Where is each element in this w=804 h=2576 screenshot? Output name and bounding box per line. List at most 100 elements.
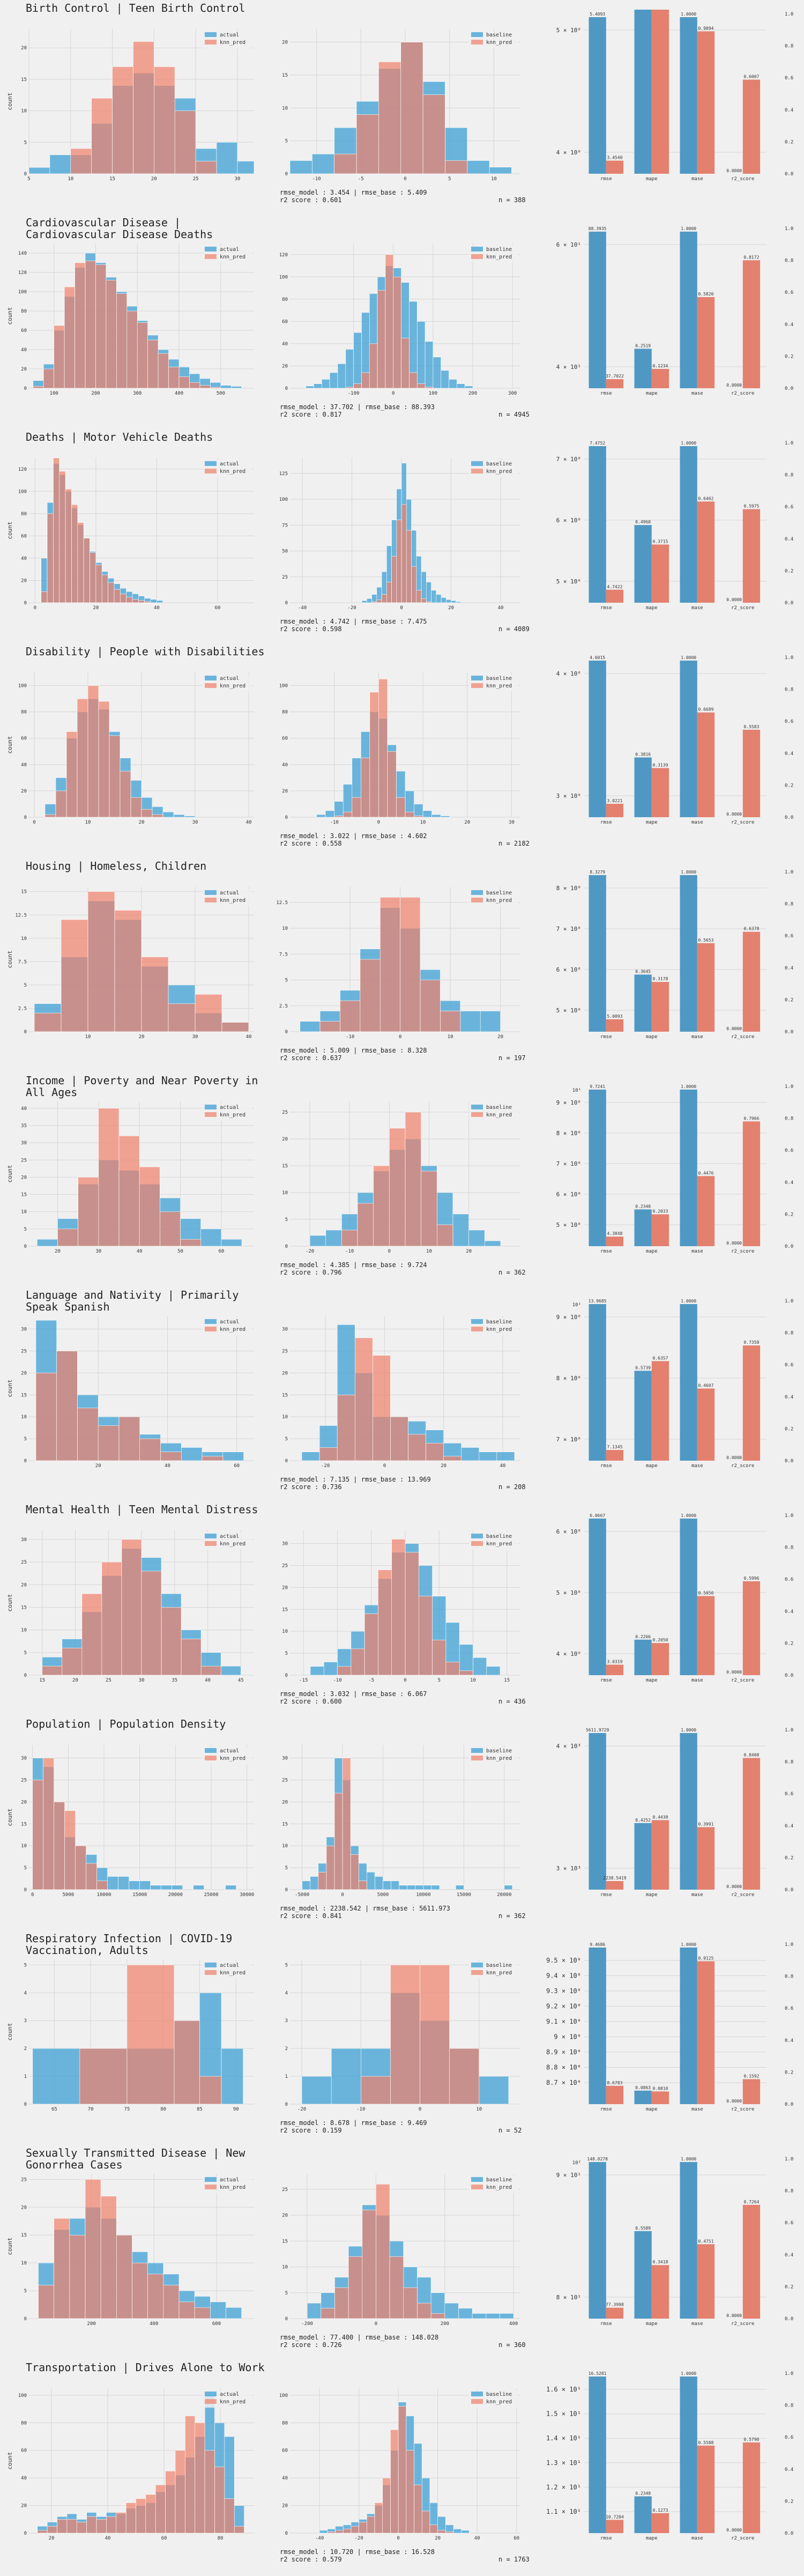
tick-label: 20 [441, 1463, 446, 1469]
tick-label: 10 [420, 820, 426, 825]
category-label: mase [691, 2536, 703, 2541]
tick-label: 25 [106, 1678, 111, 1683]
hist-bar-knn_pred [426, 1442, 444, 1461]
hist-bar-knn_pred [47, 513, 54, 603]
tick-label: 2 [285, 2046, 288, 2052]
metric-bar-chart: 8.7 × 10⁰ 8.8 × 10⁰ 8.9 × 10⁰ 9 × 10⁰ 9.1 × … [546, 1942, 793, 2112]
hist-actual-vs-pred: 0 5 10 15 20 25 30 35 40 20 30 40 50 60 actualknn_pred… [6, 1101, 254, 1254]
metric-bar-knn [651, 2513, 669, 2533]
hist-bar-baseline [451, 600, 457, 603]
tick-label: 4 [24, 1990, 27, 1996]
hist-bar-knn_pred [61, 919, 88, 1032]
tick-label: 0.8 [785, 1974, 793, 1980]
metric-bar-baseline [634, 2231, 652, 2319]
tick-label: 300 [133, 391, 142, 396]
tick-label: 0 [285, 601, 288, 606]
tick-label: 10 [21, 109, 27, 114]
tick-label: 5 × 10⁰ [556, 27, 581, 34]
hist-bar-knn_pred [86, 1863, 97, 1890]
hist-bar-knn_pred [137, 322, 148, 389]
category-label: mase [691, 1463, 703, 1469]
tick-label: 20 [466, 1249, 472, 1254]
legend-label: baseline [486, 461, 512, 467]
tick-label: 0.4 [785, 1609, 793, 1615]
hist-bar-actual [221, 2048, 243, 2105]
bar-value-label: 8.3279 [590, 870, 605, 875]
tick-label: 20 [282, 2504, 288, 2509]
hist-bar-knn_pred [168, 1003, 196, 1032]
hist-bar-knn_pred [378, 62, 401, 174]
hist-bar-knn_pred [351, 2526, 359, 2534]
legend-swatch [471, 676, 483, 680]
metric-bar-baseline [634, 349, 652, 388]
hist-bar-knn_pred [77, 522, 84, 603]
hist-bar-knn_pred [459, 1670, 473, 1676]
block-title: Income | Poverty and Near Poverty in All… [26, 1074, 258, 1099]
hist-bar-knn_pred [158, 353, 169, 389]
tick-label: 0.6 [785, 1363, 793, 1368]
block-title: Respiratory Infection | COVID-19 Vaccina… [26, 1932, 233, 1957]
tick-label: 10 [426, 1249, 432, 1254]
hist-bar-knn_pred [414, 2484, 422, 2534]
hist-bar-knn_pred [139, 1166, 160, 1247]
legend-label: knn_pred [220, 2185, 245, 2190]
bar-value-label: 1.0000 [681, 226, 696, 231]
metric-bar-knn [651, 1214, 669, 1246]
tick-label: -10 [312, 176, 321, 182]
tick-label: 7 × 10⁰ [556, 926, 581, 932]
legend-swatch [205, 1319, 217, 1324]
metric-bar-baseline [589, 17, 606, 174]
metric-bar-knn [697, 2445, 715, 2533]
tick-label: 30 [139, 1678, 145, 1683]
hist-bar-knn_pred [85, 261, 96, 389]
hist-bar-knn_pred [418, 1596, 433, 1676]
hist-bar-actual [230, 386, 242, 389]
tick-label: 5 [27, 176, 30, 182]
metric-bar-knn [606, 589, 624, 603]
hist-bar-knn_pred [204, 2450, 215, 2534]
tick-label: 20 [497, 1034, 503, 1040]
plot-area [584, 657, 766, 817]
bar-value-label: 1.0000 [681, 2371, 696, 2376]
plot-area [584, 872, 766, 1032]
metric-bar-knn [606, 379, 624, 388]
block-title: Cardiovascular Disease | Cardiovascular … [26, 216, 213, 241]
sample-count: n = 4089 [498, 625, 530, 633]
hist-bar-baseline [453, 2528, 462, 2534]
hist-bar-baseline [312, 153, 334, 174]
hist-bar-knn_pred [42, 1665, 63, 1676]
hist-bar-knn_pred [385, 254, 394, 389]
hist-bar-actual [226, 2307, 242, 2319]
tick-label: 5 [24, 2289, 27, 2294]
bar-value-label: 3.0221 [607, 798, 622, 803]
bar-value-label: 6.0667 [590, 1513, 605, 1518]
hist-bar-knn_pred [334, 2287, 349, 2319]
tick-label: 1.0 [785, 1084, 793, 1090]
hist-bar-knn_pred [401, 504, 407, 603]
hist-bar-knn_pred [87, 891, 115, 1032]
hist-bar-knn_pred [421, 2511, 430, 2534]
tick-label: 8 × 10⁰ [556, 1375, 581, 1382]
hist-bar-knn_pred [126, 1965, 175, 2105]
rmse-line: rmse_model : 10.720 | rmse_base : 16.528 [280, 2548, 435, 2556]
legend-label: knn_pred [486, 1970, 512, 1976]
metric-bar-baseline [589, 1304, 606, 1461]
tick-label: -20 [354, 2536, 363, 2541]
metric-bar-knn [651, 2265, 669, 2319]
tick-label: 0 [285, 2316, 288, 2322]
category-label: r2_score [731, 176, 754, 182]
metric-bar-knn [651, 768, 669, 817]
tick-label: 0 [24, 2531, 27, 2536]
tick-label: 10 [282, 1415, 288, 1420]
tick-label: 1.3 × 10¹ [546, 2459, 581, 2467]
metric-bar-knn [697, 943, 715, 1032]
bar-value-label: 7.1345 [607, 1445, 622, 1449]
hist-bar-baseline [325, 1230, 342, 1247]
hist-bar-knn_pred [41, 591, 48, 603]
tick-label: 0 [285, 1673, 288, 1678]
y-axis-label: count [6, 736, 13, 753]
hist-bar-knn_pred [195, 2422, 205, 2534]
category-label: rmse [600, 2107, 612, 2112]
hist-bar-knn_pred [106, 280, 117, 389]
